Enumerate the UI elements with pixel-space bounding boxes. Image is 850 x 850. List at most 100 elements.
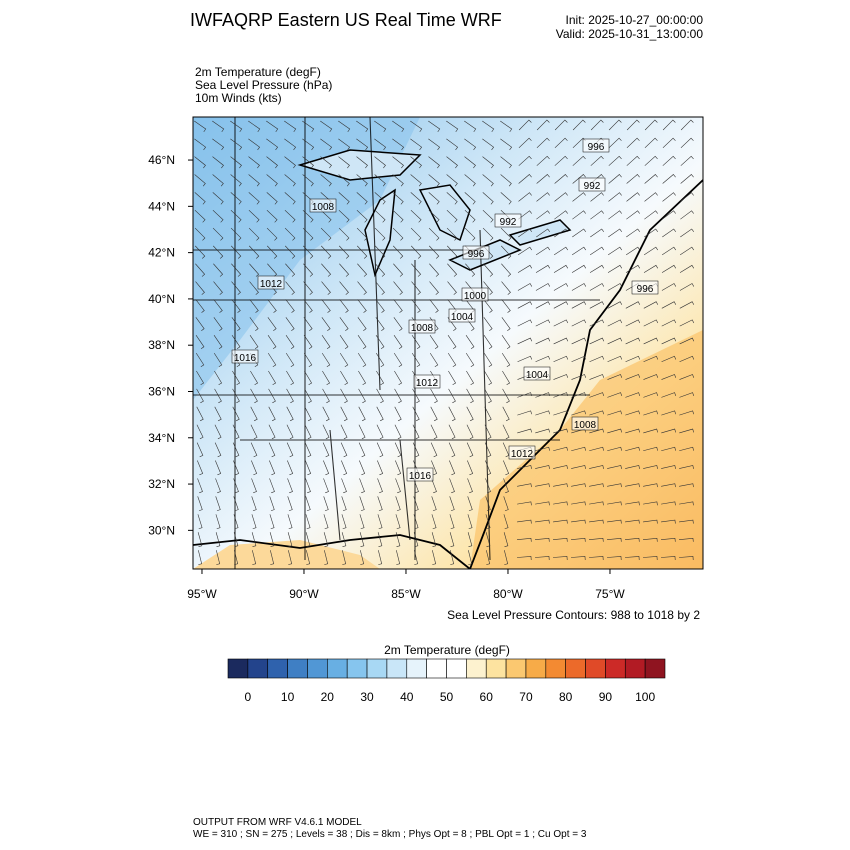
wind-barb xyxy=(412,442,420,458)
wind-barb xyxy=(411,352,421,368)
wind-barb xyxy=(267,317,277,331)
wind-barb xyxy=(501,352,511,368)
wind-barb xyxy=(356,245,368,259)
wind-barb xyxy=(285,352,295,368)
wind-barb xyxy=(393,263,404,277)
wind-barb xyxy=(466,388,474,404)
wind-barb xyxy=(197,496,203,512)
wind-barb xyxy=(269,514,275,530)
wind-barb xyxy=(535,501,550,506)
wind-barb xyxy=(483,263,494,277)
wind-barb xyxy=(430,406,438,422)
wind-barb xyxy=(230,120,243,133)
wind-barb xyxy=(410,174,422,187)
wind-barb xyxy=(431,514,437,530)
wind-barb xyxy=(339,263,350,277)
wind-barb xyxy=(500,192,512,205)
wind-barb xyxy=(662,210,676,220)
wind-barb xyxy=(395,478,401,494)
contour-label-box xyxy=(309,198,337,213)
wind-barb xyxy=(375,299,385,313)
wind-barb xyxy=(679,410,695,416)
wind-barb xyxy=(286,370,295,386)
colorbar-box xyxy=(545,658,566,679)
wind-barb xyxy=(213,263,224,277)
colorbar-tick-label: 20 xyxy=(321,690,335,704)
wind-barb xyxy=(589,446,604,452)
wind-barb xyxy=(589,355,605,363)
wind-barb xyxy=(411,299,421,313)
wind-barb xyxy=(482,227,494,241)
wind-barb xyxy=(374,245,386,259)
wind-barb xyxy=(680,155,694,166)
wind-barb xyxy=(680,228,694,238)
wind-barb xyxy=(625,374,641,380)
wind-barb xyxy=(305,496,311,512)
contour-label: 1016 xyxy=(409,471,432,482)
wind-barb xyxy=(410,227,422,241)
wind-barb xyxy=(467,478,473,494)
wind-barb xyxy=(626,192,640,202)
wind-barb xyxy=(571,392,587,398)
wind-barb xyxy=(374,227,386,241)
wind-barb xyxy=(679,374,695,380)
y-tick-label: 38°N xyxy=(148,338,175,352)
wind-barb xyxy=(680,210,694,220)
wind-barb xyxy=(233,460,240,476)
wind-barb xyxy=(323,460,330,476)
contour-label-box xyxy=(494,213,522,228)
wind-barb xyxy=(212,192,224,205)
contour-label-box xyxy=(461,287,489,302)
wind-barb xyxy=(392,138,405,151)
wind-barb xyxy=(644,210,658,220)
wind-barb xyxy=(304,424,312,440)
wind-barb xyxy=(428,120,441,133)
x-tick-label: 95°W xyxy=(187,587,217,601)
wind-barb xyxy=(392,227,404,241)
contour-label: 1008 xyxy=(312,202,335,213)
contour-label: 1004 xyxy=(451,312,474,323)
wind-barb xyxy=(305,532,311,547)
wind-barb xyxy=(376,424,384,440)
wind-barb xyxy=(392,174,404,187)
wind-barb xyxy=(250,370,259,386)
wind-barb xyxy=(483,317,493,331)
wind-barb xyxy=(449,460,456,476)
wind-barb xyxy=(194,209,206,223)
wind-barb xyxy=(662,119,676,131)
wind-barb xyxy=(625,410,641,416)
wind-barb xyxy=(358,406,366,422)
wind-barb xyxy=(643,319,659,327)
wind-barb xyxy=(643,337,659,345)
wind-barb xyxy=(392,156,404,169)
wind-barb xyxy=(626,119,640,131)
wind-barb xyxy=(661,410,677,416)
wind-barb xyxy=(661,246,677,256)
wind-barb xyxy=(661,465,676,469)
colorbar-box xyxy=(485,658,507,679)
contour-label: 1008 xyxy=(411,323,434,334)
contour-label: 1000 xyxy=(464,291,487,302)
wind-barb xyxy=(194,174,206,187)
wind-barb xyxy=(517,465,532,469)
wind-barb xyxy=(661,283,677,291)
wind-barb xyxy=(251,514,257,530)
wind-barb xyxy=(517,537,532,542)
contour-label-box xyxy=(508,445,536,460)
colorbar-box xyxy=(565,658,586,679)
wind-barb xyxy=(518,119,532,131)
wind-barb xyxy=(249,263,260,277)
wind-barb xyxy=(448,442,456,458)
wind-barb xyxy=(268,424,276,440)
wind-barb xyxy=(341,460,348,476)
wind-barb xyxy=(624,556,640,561)
wind-barb xyxy=(517,301,533,309)
wind-barb xyxy=(517,246,533,256)
wind-barb xyxy=(213,335,223,349)
wind-barb xyxy=(446,120,459,133)
wind-barb xyxy=(553,319,569,327)
footer-line: WE = 310 ; SN = 275 ; Levels = 38 ; Dis … xyxy=(193,829,587,840)
wind-barb xyxy=(212,138,225,151)
wind-barb xyxy=(194,192,206,205)
wind-barb xyxy=(449,514,455,530)
